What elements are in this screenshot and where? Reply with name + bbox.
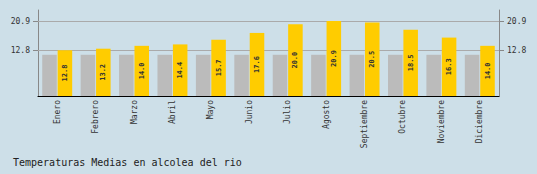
svg-text:14.0: 14.0 (484, 62, 492, 79)
svg-text:15.7: 15.7 (215, 59, 223, 76)
svg-text:20.0: 20.0 (291, 52, 299, 69)
svg-text:14.4: 14.4 (176, 62, 184, 79)
svg-text:Mayo: Mayo (206, 100, 215, 119)
svg-text:Temperaturas Medias en alcolea: Temperaturas Medias en alcolea del rio (13, 157, 242, 168)
svg-text:Septiembre: Septiembre (360, 100, 369, 148)
svg-text:20.5: 20.5 (368, 51, 376, 68)
svg-text:18.5: 18.5 (407, 54, 415, 71)
svg-text:Agosto: Agosto (322, 100, 331, 129)
svg-text:Junio: Junio (245, 100, 254, 124)
svg-text:Noviembre: Noviembre (437, 100, 446, 144)
svg-text:Abril: Abril (168, 100, 177, 124)
svg-text:Julio: Julio (283, 100, 292, 124)
svg-text:Enero: Enero (53, 100, 62, 124)
svg-text:Octubre: Octubre (398, 100, 407, 134)
svg-text:20.9: 20.9 (330, 50, 338, 67)
svg-text:20.9: 20.9 (507, 17, 526, 26)
svg-text:16.3: 16.3 (445, 58, 453, 75)
svg-text:13.2: 13.2 (99, 64, 107, 81)
svg-text:Febrero: Febrero (91, 100, 100, 134)
svg-text:17.6: 17.6 (253, 56, 261, 73)
svg-text:20.9: 20.9 (11, 17, 30, 26)
svg-text:Diciembre: Diciembre (475, 100, 484, 144)
svg-text:12.8: 12.8 (11, 46, 30, 55)
svg-text:Marzo: Marzo (130, 100, 139, 124)
svg-text:12.8: 12.8 (61, 65, 69, 82)
svg-text:12.8: 12.8 (507, 46, 526, 55)
svg-text:14.0: 14.0 (138, 62, 146, 79)
